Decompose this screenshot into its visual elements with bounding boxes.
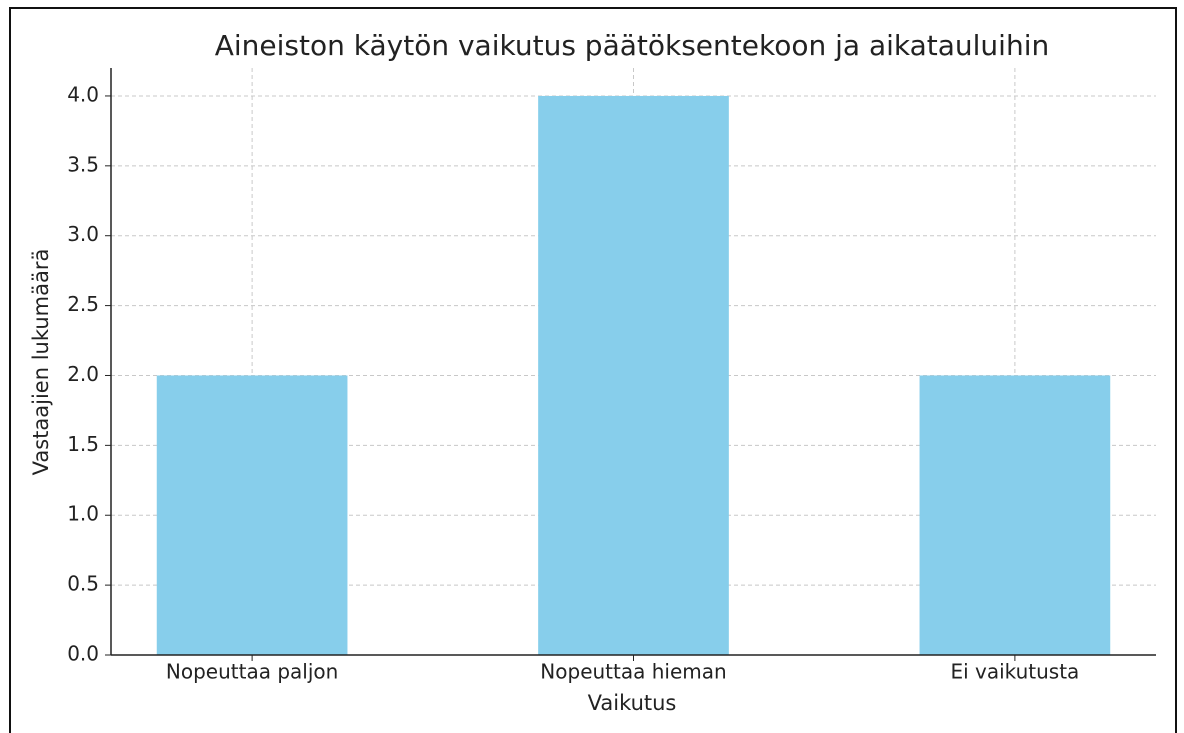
y-tick-label: 2.5: [67, 292, 99, 316]
x-tick-label: Ei vaikutusta: [950, 660, 1079, 684]
x-tick-label: Nopeuttaa paljon: [166, 660, 338, 684]
y-axis-label: Vastaajien lukumäärä: [29, 249, 53, 476]
bar: [538, 95, 729, 655]
y-tick-label: 2.0: [67, 362, 99, 386]
bar: [919, 375, 1111, 655]
y-tick-label: 3.5: [67, 152, 99, 176]
y-tick-label: 1.5: [67, 432, 99, 456]
y-tick-label: 0.0: [67, 642, 99, 666]
y-tick-label: 1.0: [67, 502, 99, 526]
y-tick-label: 4.0: [67, 82, 99, 106]
x-tick-label: Nopeuttaa hieman: [540, 660, 726, 684]
y-tick-label: 0.5: [67, 572, 99, 596]
x-axis-label: Vaikutus: [588, 691, 677, 715]
bar: [156, 375, 348, 655]
chart-title: Aineiston käytön vaikutus päätöksentekoo…: [215, 29, 1049, 62]
y-tick-label: 3.0: [67, 222, 99, 246]
